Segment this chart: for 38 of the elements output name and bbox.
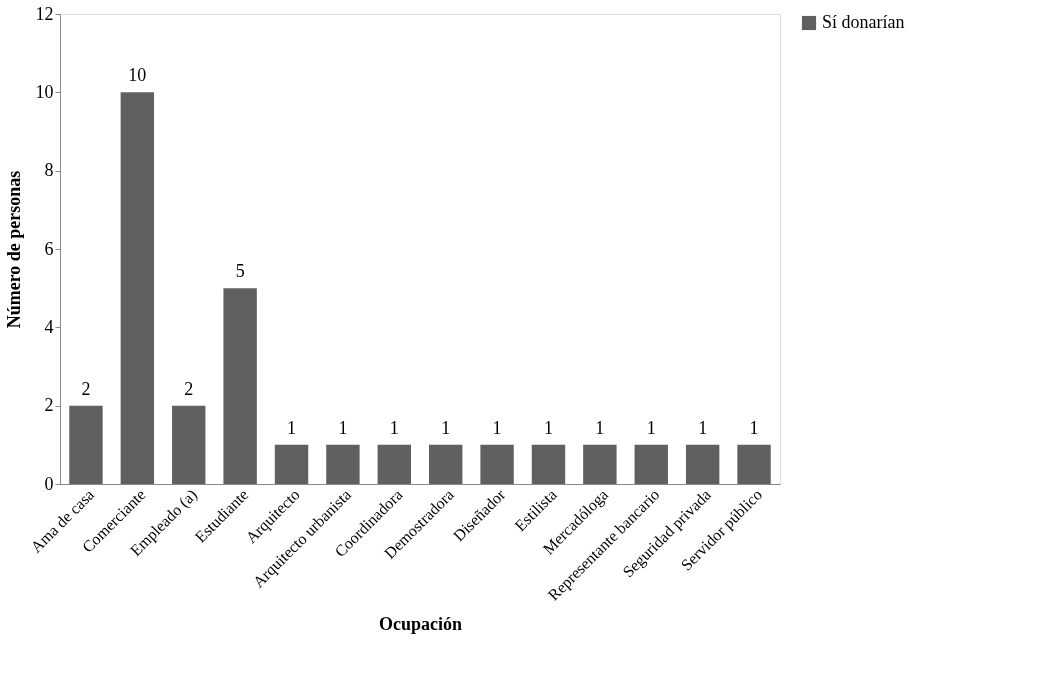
data-label: 1	[492, 417, 502, 438]
bar	[274, 444, 309, 484]
data-label: 1	[389, 417, 399, 438]
x-axis-title: Ocupación	[378, 613, 463, 634]
bar	[428, 444, 463, 484]
y-tick-label: 8	[44, 160, 54, 181]
bar	[634, 444, 668, 484]
data-label: 1	[287, 417, 297, 438]
bar	[69, 405, 103, 484]
bar	[377, 444, 412, 484]
bar	[120, 92, 155, 484]
bar	[172, 405, 206, 484]
bar	[223, 288, 257, 484]
data-label: 1	[595, 417, 605, 438]
bar	[531, 444, 566, 484]
data-label: 2	[81, 378, 91, 399]
data-label: 2	[184, 378, 194, 399]
y-axis-title: Número de personas	[3, 170, 24, 329]
y-tick-label: 10	[35, 81, 54, 102]
data-label: 1	[749, 417, 759, 438]
data-label: 5	[235, 261, 245, 282]
bar	[583, 444, 617, 484]
y-tick-label: 0	[44, 473, 54, 494]
data-label: 1	[441, 417, 451, 438]
bar	[685, 444, 720, 484]
data-label: 1	[698, 417, 708, 438]
data-label: 10	[128, 65, 147, 86]
y-tick-label: 4	[44, 316, 54, 337]
bar	[480, 444, 514, 484]
bar	[737, 444, 771, 484]
y-tick-label: 6	[44, 238, 54, 259]
legend-label: Sí donarían	[822, 12, 905, 32]
data-label: 1	[646, 417, 656, 438]
bar	[326, 444, 360, 484]
y-tick-label: 2	[44, 395, 54, 416]
data-label: 1	[543, 417, 553, 438]
y-tick-label: 12	[35, 3, 54, 24]
data-label: 1	[338, 417, 348, 438]
